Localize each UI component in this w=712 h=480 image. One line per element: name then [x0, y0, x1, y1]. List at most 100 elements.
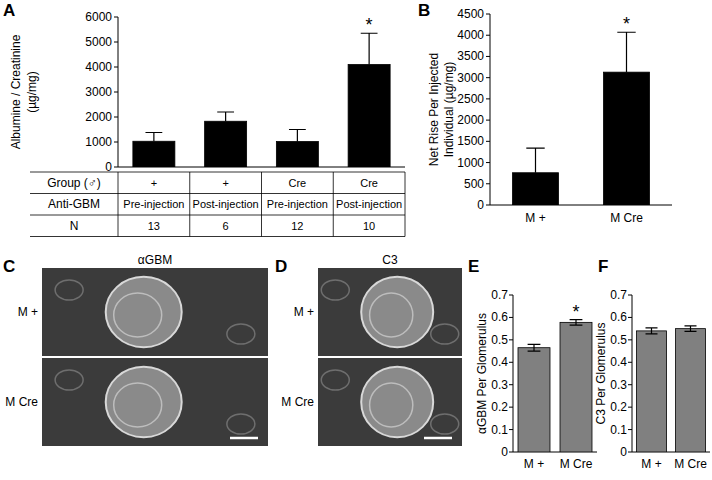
y-tick [114, 167, 118, 168]
bar [513, 173, 559, 205]
y-axis [513, 295, 514, 452]
annotation: * [572, 302, 579, 322]
glomerulus [361, 367, 433, 437]
tubule [321, 370, 349, 390]
y-tick-label: 0 [477, 198, 484, 212]
x-tick-label: M Cre [610, 211, 643, 225]
marks [637, 326, 706, 452]
bar [133, 141, 175, 167]
micrograph [318, 268, 462, 356]
y-label: C3 Per Glomerulus [594, 322, 608, 424]
table-rule [405, 172, 406, 237]
y-tick [486, 120, 490, 121]
y-tick-label: 1000 [457, 156, 484, 170]
tubule [321, 280, 349, 300]
y-tick-label: 4500 [457, 7, 484, 21]
y-tick [509, 407, 513, 408]
y-tick [509, 362, 513, 363]
error-bar [145, 133, 162, 142]
y-tick-label: 2000 [457, 113, 484, 127]
y-tick [486, 141, 490, 142]
y-tick-label: 0.6 [491, 310, 508, 324]
bar [518, 348, 550, 452]
table-rule [118, 172, 119, 237]
y-tick-label: 0.4 [610, 355, 627, 369]
table-cell: 13 [148, 220, 160, 232]
y-tick-label: 0.1 [491, 423, 508, 437]
y-tick [509, 384, 513, 385]
y-tick [509, 317, 513, 318]
marks [518, 320, 592, 452]
bar [276, 142, 318, 168]
table-cell: Post-injection [336, 198, 402, 210]
x-tick-label: M Cre [560, 457, 593, 471]
tubule [55, 280, 83, 300]
y-tick [114, 142, 118, 143]
table-rule [30, 215, 405, 216]
tubule [227, 324, 255, 344]
bar [637, 331, 667, 452]
table-row-label: N [70, 219, 79, 233]
y-tick [486, 77, 490, 78]
bar [205, 121, 247, 167]
glomerulus-detail [370, 293, 413, 337]
y-tick [486, 14, 490, 15]
panel-letter: F [598, 257, 608, 276]
table-row-label: Group (♂) [47, 176, 101, 190]
y-tick [114, 17, 118, 18]
y-tick-label: 0.7 [610, 288, 627, 302]
scale-bar [424, 437, 452, 440]
error-bar [217, 112, 234, 121]
panel-d: DC3M +M Cre [275, 253, 462, 446]
tubule [431, 324, 459, 344]
glomerulus-detail [370, 383, 413, 427]
y-tick-label: 3000 [457, 71, 484, 85]
y-label: αGBM Per Glomerulus [475, 313, 489, 434]
panel-letter: D [275, 257, 287, 276]
panel-letter: B [418, 1, 430, 20]
error-bar [646, 328, 658, 334]
bar [676, 329, 706, 452]
table-rule [189, 172, 190, 237]
y-tick [509, 452, 513, 453]
y-tick [509, 339, 513, 340]
table-cell: Cre [289, 177, 307, 189]
image-row-label: M + [18, 305, 38, 319]
tubule [431, 414, 459, 434]
table-cell: 10 [363, 220, 375, 232]
y-tick [114, 42, 118, 43]
panel-b: B050010001500200025003000350040004500Net… [418, 1, 672, 225]
y-tick-label: 5000 [85, 35, 112, 49]
annotation: * [366, 15, 373, 35]
y-tick [509, 295, 513, 296]
y-tick-label: 0.1 [610, 423, 627, 437]
y-tick [486, 162, 490, 163]
bar [560, 322, 592, 452]
y-tick-label: 6000 [85, 10, 112, 24]
error-bar [685, 326, 697, 331]
x-tick-label: M Cre [674, 457, 707, 471]
panel-letter: E [468, 257, 479, 276]
table-row-label: Anti-GBM [48, 197, 100, 211]
y-tick-label: 2500 [457, 92, 484, 106]
y-label: Albumine / Creatinine [9, 34, 23, 149]
y-tick-label: 0 [501, 445, 508, 459]
y-tick [486, 56, 490, 57]
error-bar [361, 33, 378, 64]
x-tick-label: M + [525, 211, 545, 225]
annotation: * [623, 14, 630, 34]
marks [513, 32, 650, 205]
y-tick-label: 0.5 [610, 333, 627, 347]
y-tick-label: 0.4 [491, 355, 508, 369]
glomerulus-detail [114, 293, 162, 337]
y-tick [114, 67, 118, 68]
table-rule [333, 172, 334, 237]
y-tick-label: 0.3 [610, 378, 627, 392]
x-tick-label: M + [524, 457, 544, 471]
table-cell: 6 [223, 220, 229, 232]
scale-bar [230, 437, 258, 440]
y-tick [114, 117, 118, 118]
y-tick [628, 339, 632, 340]
y-tick [114, 92, 118, 93]
bar [348, 65, 390, 168]
